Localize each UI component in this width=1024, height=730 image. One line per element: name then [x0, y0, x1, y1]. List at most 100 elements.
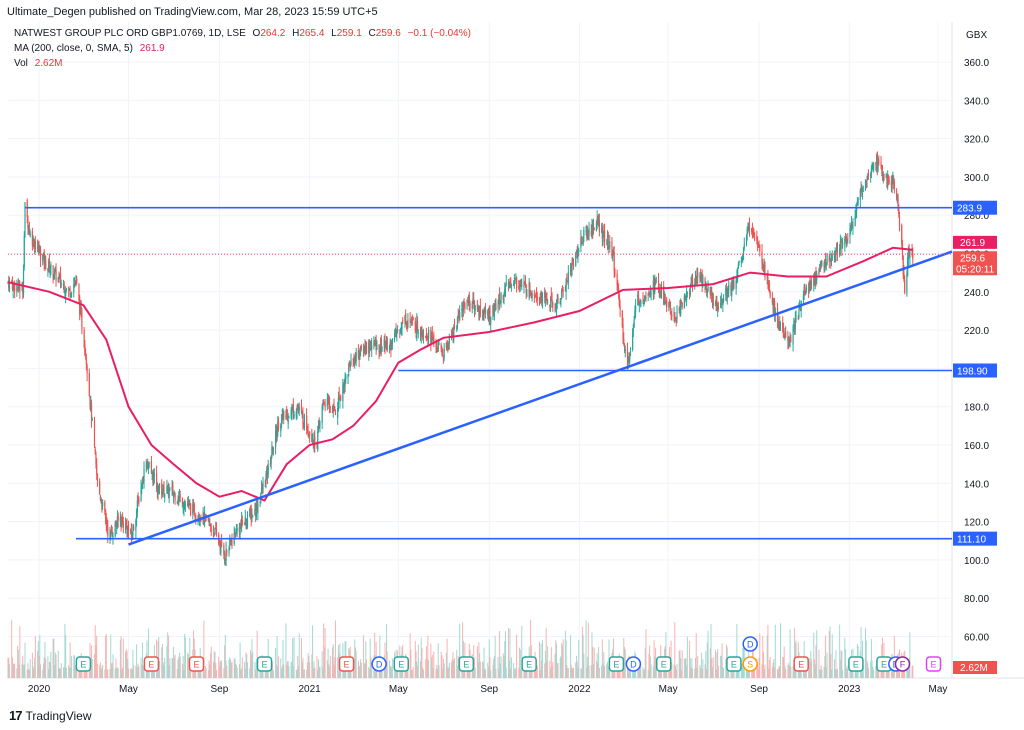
- volume-bar: [580, 668, 582, 678]
- volume-bar: [754, 668, 756, 678]
- candle-body: [488, 313, 490, 321]
- volume-bar: [541, 640, 543, 678]
- candle-body: [830, 259, 832, 263]
- candle-body: [441, 350, 443, 355]
- candle-body: [163, 487, 165, 496]
- candle-body: [140, 486, 142, 502]
- candle-body: [318, 422, 320, 424]
- candle-body: [145, 465, 147, 467]
- volume-bar: [32, 666, 34, 678]
- volume-bar: [700, 652, 702, 678]
- candle-body: [595, 222, 598, 232]
- candle-body: [593, 228, 595, 230]
- vol-label[interactable]: Vol: [14, 58, 28, 69]
- candle-body: [902, 255, 904, 275]
- volume-bar: [442, 668, 444, 678]
- candle-body: [867, 176, 869, 180]
- candle-body: [893, 182, 895, 189]
- symbol-name[interactable]: NATWEST GROUP PLC ORD GBP1.0769, 1D, LSE: [14, 28, 246, 39]
- candle-body: [886, 174, 888, 188]
- event-marker-E[interactable]: E: [458, 656, 475, 672]
- candle-body: [226, 551, 228, 553]
- candle-body: [735, 280, 737, 289]
- candle-body: [402, 319, 404, 321]
- volume-bar: [694, 657, 696, 678]
- event-marker-E[interactable]: E: [726, 656, 742, 672]
- event-marker-E[interactable]: E: [793, 656, 809, 672]
- candle-body: [835, 251, 837, 256]
- candle-body: [326, 398, 328, 407]
- volume-bar: [793, 663, 795, 678]
- candle-body: [243, 524, 246, 526]
- candle-body: [453, 328, 455, 340]
- y-tick-label: 160.0: [964, 441, 989, 452]
- candle-body: [887, 177, 890, 183]
- event-marker-D[interactable]: D: [625, 656, 642, 672]
- rising-trend-line[interactable]: [128, 250, 953, 546]
- event-marker-E[interactable]: E: [338, 656, 355, 672]
- candle-body: [254, 508, 256, 515]
- earnings-marker-icon: [338, 656, 355, 672]
- volume-bar: [772, 662, 774, 678]
- candle-body: [332, 404, 334, 411]
- candle-body: [856, 206, 858, 212]
- volume-bar: [76, 669, 78, 678]
- candle-body: [316, 445, 318, 448]
- ma-label[interactable]: MA (200, close, 0, SMA, 5): [14, 43, 133, 54]
- candle-body: [419, 331, 422, 335]
- candle-body: [443, 348, 445, 358]
- event-marker-D[interactable]: D: [371, 656, 387, 672]
- volume-bar: [639, 664, 641, 678]
- volume-bar: [887, 668, 889, 678]
- event-marker-E[interactable]: E: [393, 656, 410, 672]
- event-marker-E[interactable]: E: [848, 656, 864, 672]
- candle-body: [681, 302, 683, 308]
- volume-bar: [629, 666, 631, 678]
- candle-body: [422, 332, 424, 337]
- volume-bar: [834, 669, 836, 678]
- volume-bar: [292, 665, 294, 678]
- volume-bar: [596, 653, 598, 678]
- candle-body: [265, 475, 267, 484]
- volume-bar: [865, 628, 867, 678]
- event-marker-E[interactable]: E: [608, 656, 625, 672]
- event-marker-E[interactable]: E: [143, 656, 160, 672]
- candle-body: [167, 486, 170, 497]
- event-marker-E[interactable]: E: [521, 656, 537, 672]
- candle-body: [34, 241, 36, 250]
- tradingview-brand[interactable]: TradingView: [25, 708, 92, 723]
- candle-body: [22, 269, 25, 295]
- event-marker-E[interactable]: E: [75, 656, 92, 672]
- vol-value: 2.62M: [34, 58, 63, 69]
- candle-body: [518, 287, 521, 289]
- volume-bar: [391, 667, 393, 678]
- candle-body: [471, 303, 473, 310]
- event-marker-E[interactable]: E: [655, 656, 672, 672]
- event-marker-E[interactable]: E: [188, 656, 205, 672]
- event-marker-D[interactable]: D: [742, 636, 758, 652]
- candle-body: [550, 294, 552, 298]
- event-marker-F[interactable]: F: [894, 656, 911, 672]
- event-marker-S[interactable]: S: [742, 656, 758, 672]
- candle-body: [771, 297, 773, 303]
- volume-bar: [148, 669, 150, 678]
- candle-body: [756, 242, 759, 244]
- candle-body: [287, 419, 289, 424]
- candle-body: [409, 318, 411, 322]
- candle-body: [348, 364, 350, 373]
- volume-bar: [513, 668, 515, 678]
- ma200-line[interactable]: [7, 246, 913, 502]
- event-marker-E[interactable]: E: [925, 656, 942, 672]
- candle-body: [761, 251, 763, 264]
- volume-bar: [19, 626, 21, 678]
- candle-body: [700, 275, 703, 282]
- candle-body: [731, 286, 733, 296]
- candle-body: [881, 172, 884, 175]
- volume-bar: [112, 654, 114, 678]
- candle-body: [125, 525, 127, 528]
- volume-bar: [120, 636, 122, 678]
- event-marker-E[interactable]: E: [256, 656, 273, 672]
- candle-body: [557, 297, 559, 303]
- candle-body: [871, 168, 873, 170]
